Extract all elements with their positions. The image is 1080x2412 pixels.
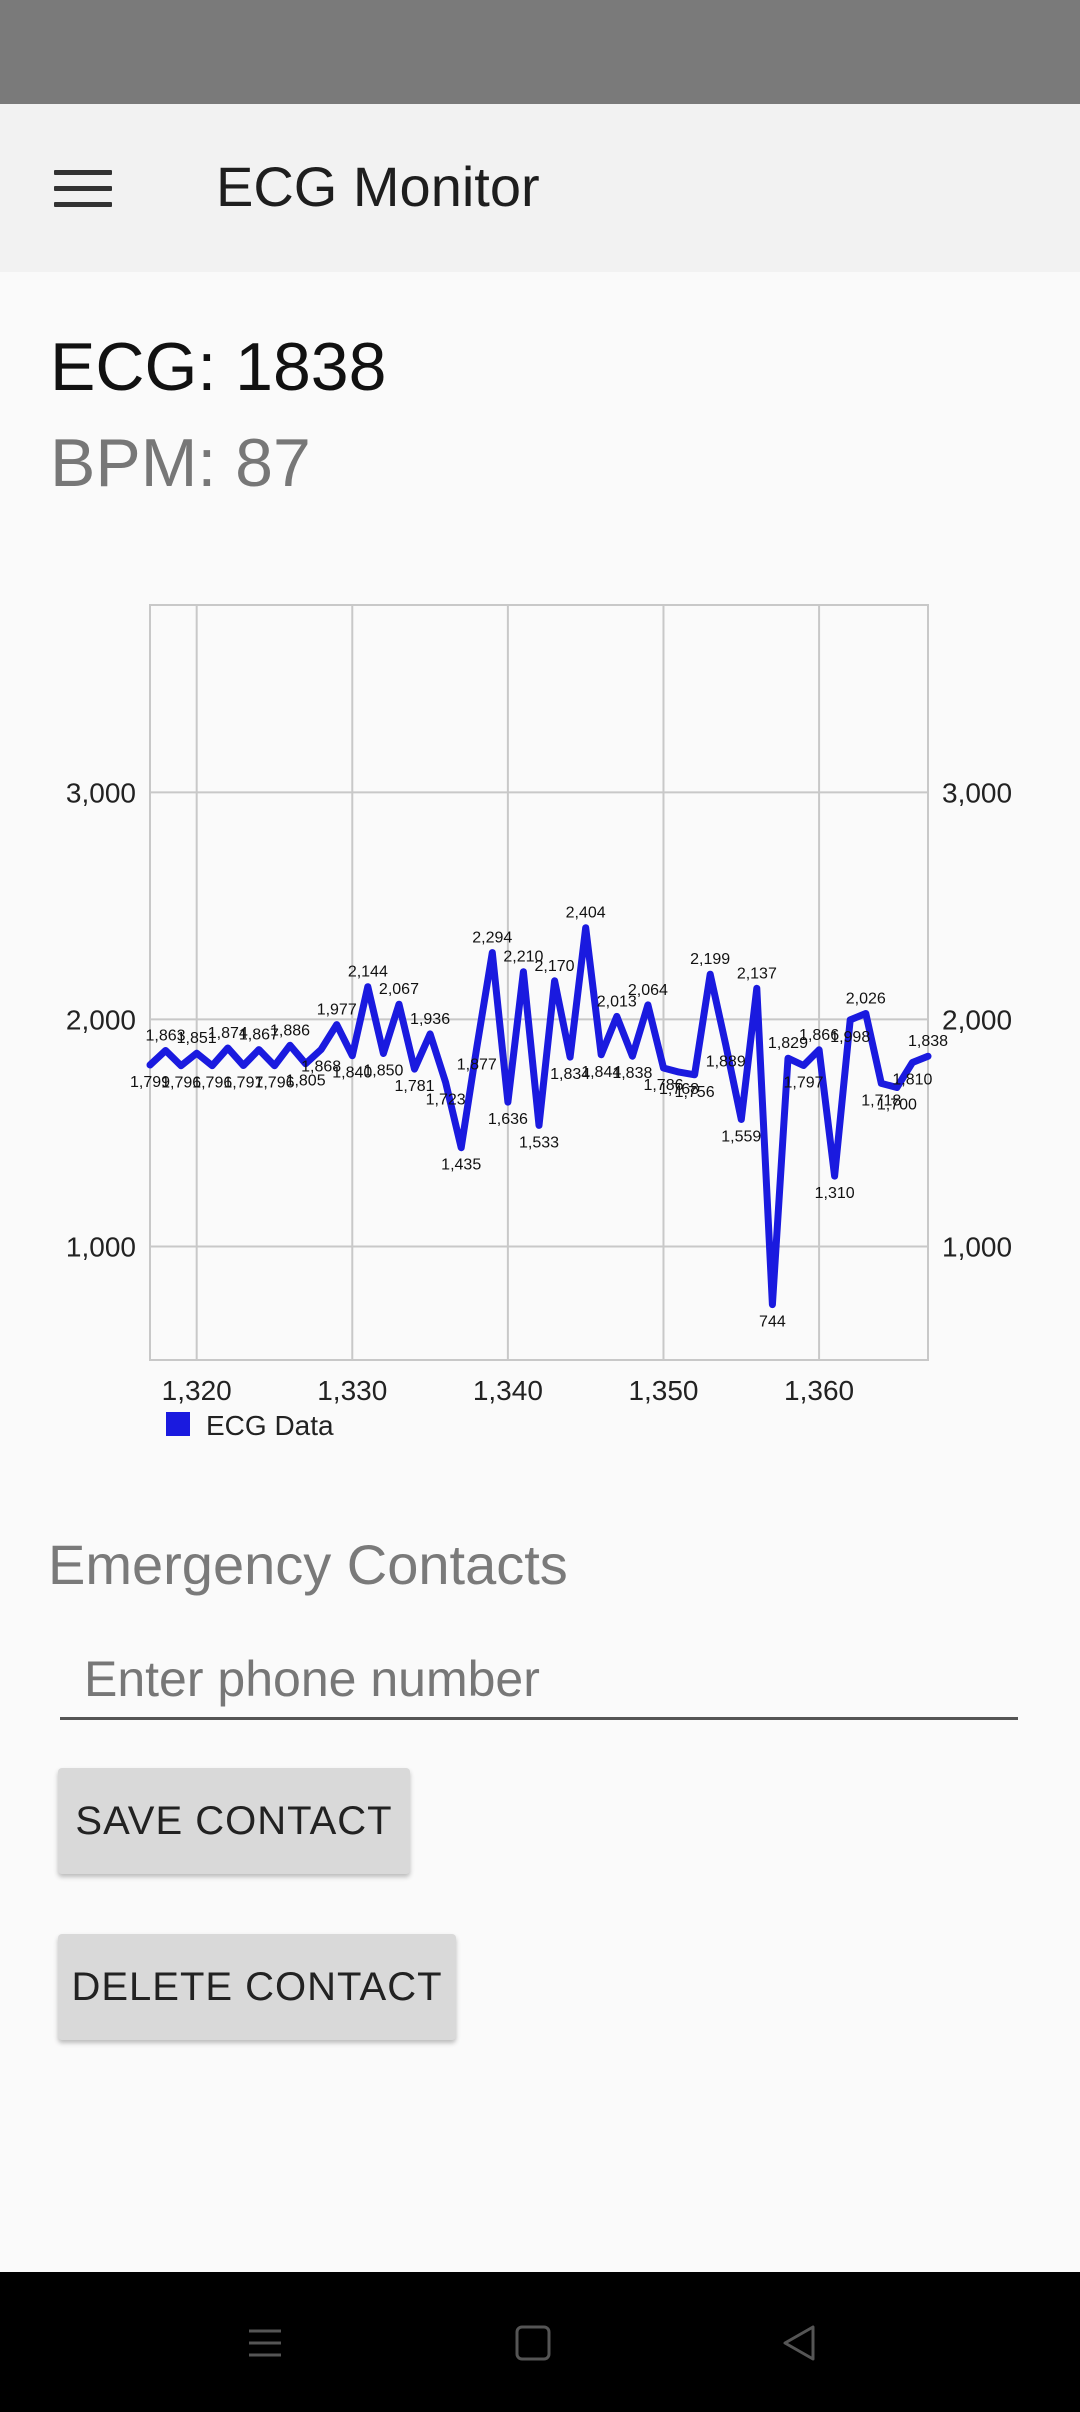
y-tick-label-right: 2,000 xyxy=(942,1004,1012,1035)
y-tick-label-right: 3,000 xyxy=(942,777,1012,808)
app-bar: ECG Monitor xyxy=(0,104,1080,272)
legend-swatch xyxy=(166,1412,190,1436)
data-point-label: 1,781 xyxy=(394,1078,434,1095)
data-point-label: 2,026 xyxy=(846,990,886,1007)
data-point-label: 1,838 xyxy=(612,1065,652,1082)
app-title: ECG Monitor xyxy=(216,155,540,218)
data-point-label: 744 xyxy=(759,1314,786,1331)
ecg-series-line xyxy=(146,924,932,1309)
data-point-label: 2,137 xyxy=(737,965,777,982)
data-point-label: 1,797 xyxy=(223,1074,263,1091)
bpm-value-readout: BPM: 87 xyxy=(50,425,311,501)
x-tick-label: 1,330 xyxy=(317,1375,387,1406)
data-point-label: 1,977 xyxy=(317,1002,357,1019)
data-point-label: 1,768 xyxy=(659,1081,699,1098)
data-point-label: 1,435 xyxy=(441,1157,481,1174)
x-tick-label: 1,360 xyxy=(784,1375,854,1406)
data-point-label: 1,796 xyxy=(254,1075,294,1092)
save-contact-button[interactable]: SAVE CONTACT xyxy=(58,1768,410,1874)
data-point-label: 1,723 xyxy=(426,1091,466,1108)
data-point-label: 1,874 xyxy=(208,1025,248,1042)
plot-area xyxy=(149,604,929,1361)
data-point-label: 1,829 xyxy=(768,1035,808,1052)
ecg-line-chart[interactable]: 1,000 1,000 2,000 2,000 3,000 3,000 1,320 1,330… xyxy=(0,590,1080,1450)
hamburger-menu-icon[interactable] xyxy=(54,170,112,208)
data-point-label: 1,998 xyxy=(830,1029,870,1046)
data-point-label: 1,700 xyxy=(877,1097,917,1114)
data-point-label: 1,786 xyxy=(643,1077,683,1094)
data-point-label: 2,170 xyxy=(535,958,575,975)
data-point-label: 1,868 xyxy=(301,1058,341,1075)
home-square-icon[interactable] xyxy=(498,2308,568,2378)
data-point-label: 1,805 xyxy=(286,1073,326,1090)
data-point-label: 1,636 xyxy=(488,1111,528,1128)
data-point-label: 1,877 xyxy=(457,1056,497,1073)
y-tick-label-left: 3,000 xyxy=(66,777,136,808)
ecg-value-readout: ECG: 1838 xyxy=(50,329,387,405)
data-point-label: 2,064 xyxy=(628,982,668,999)
data-point-label: 1,533 xyxy=(519,1134,559,1151)
data-point-label: 1,863 xyxy=(146,1028,186,1045)
data-point-label: 1,797 xyxy=(783,1074,823,1091)
data-point-label: 1,834 xyxy=(550,1066,590,1083)
data-point-label: 1,559 xyxy=(721,1129,761,1146)
data-point-label: 1,844 xyxy=(581,1064,621,1081)
data-point-label: 1,810 xyxy=(892,1072,932,1089)
data-point-label: 1,796 xyxy=(161,1075,201,1092)
legend-label: ECG Data xyxy=(206,1410,334,1441)
data-point-label: 2,404 xyxy=(566,905,606,922)
data-point-label: 1,866 xyxy=(799,1027,839,1044)
data-point-label: 2,013 xyxy=(597,993,637,1010)
data-point-label: 2,210 xyxy=(503,949,543,966)
data-point-label: 2,067 xyxy=(379,981,419,998)
data-point-label: 1,838 xyxy=(908,1033,948,1050)
data-point-label: 1,867 xyxy=(239,1027,279,1044)
recents-menu-icon[interactable] xyxy=(230,2308,300,2378)
data-point-label: 1,851 xyxy=(177,1030,217,1047)
data-point-label: 2,199 xyxy=(690,951,730,968)
data-point-label: 1,756 xyxy=(675,1084,715,1101)
back-triangle-icon[interactable] xyxy=(764,2308,834,2378)
emergency-contacts-heading: Emergency Contacts xyxy=(48,1533,568,1596)
data-point-label: 1,799 xyxy=(130,1074,170,1091)
x-tick-label: 1,350 xyxy=(628,1375,698,1406)
data-point-label: 1,718 xyxy=(861,1092,901,1109)
x-tick-label: 1,340 xyxy=(473,1375,543,1406)
data-point-label: 2,144 xyxy=(348,964,388,981)
data-point-label: 1,310 xyxy=(815,1185,855,1202)
y-tick-label-left: 2,000 xyxy=(66,1004,136,1035)
data-point-label: 1,889 xyxy=(706,1054,746,1071)
system-navigation-bar xyxy=(0,2272,1080,2412)
phone-number-input[interactable] xyxy=(60,1640,1018,1720)
data-point-label: 1,840 xyxy=(332,1065,372,1082)
data-point-label: 1,850 xyxy=(363,1062,403,1079)
delete-contact-button[interactable]: DELETE CONTACT xyxy=(58,1934,456,2040)
data-point-label: 1,936 xyxy=(410,1011,450,1028)
x-tick-label: 1,320 xyxy=(162,1375,232,1406)
status-bar xyxy=(0,0,1080,104)
y-tick-label-left: 1,000 xyxy=(66,1231,136,1262)
y-tick-label-right: 1,000 xyxy=(942,1231,1012,1262)
data-point-label: 1,796 xyxy=(192,1075,232,1092)
data-point-label: 1,886 xyxy=(270,1022,310,1039)
data-point-label: 2,294 xyxy=(472,930,512,947)
